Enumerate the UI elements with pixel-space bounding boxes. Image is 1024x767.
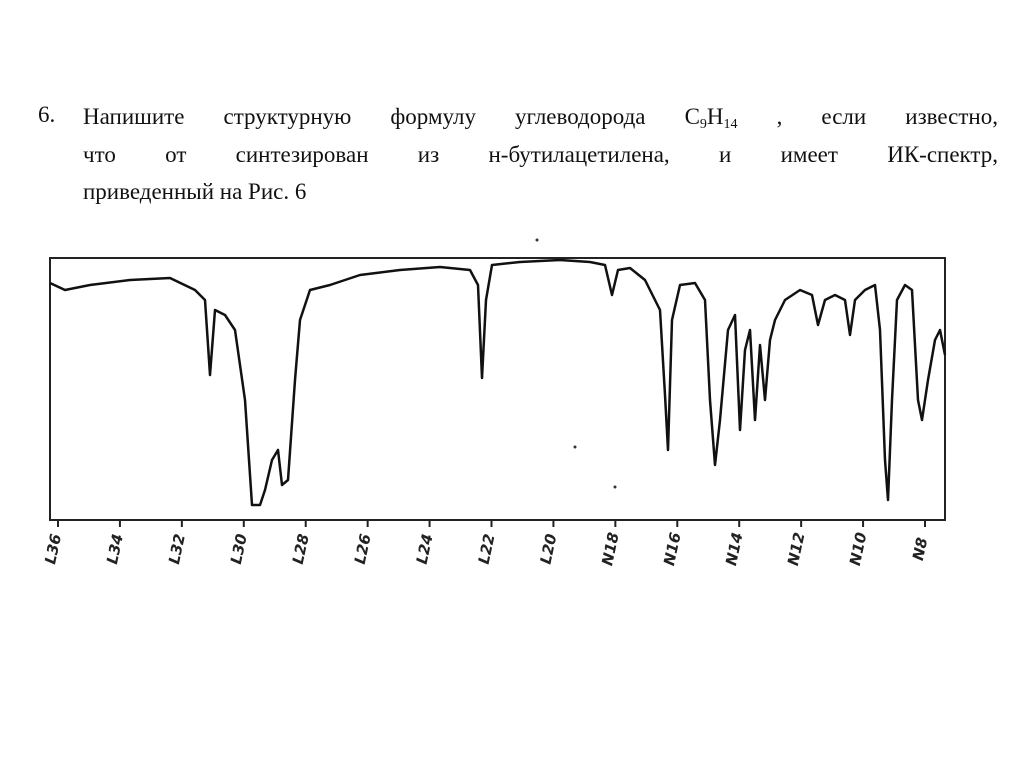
tick-label: L30 xyxy=(227,532,251,566)
text: , если известно, xyxy=(737,104,998,129)
subscript: 9 xyxy=(699,117,707,132)
tick-label: L34 xyxy=(103,532,127,566)
tick-label: N18 xyxy=(598,531,623,567)
tick-label: L20 xyxy=(537,532,561,566)
question-line: Напишите структурную формулу углеводород… xyxy=(83,102,998,140)
speck xyxy=(535,238,539,242)
speck xyxy=(613,485,617,489)
tick-label: L32 xyxy=(165,532,189,566)
tick-label: N8 xyxy=(909,536,931,562)
question-line: приведенный на Рис. 6 xyxy=(83,179,307,204)
subscript: 14 xyxy=(723,117,738,132)
tick-label: L28 xyxy=(289,532,313,566)
tick-label: N10 xyxy=(846,531,871,567)
tick-label: L22 xyxy=(475,532,499,566)
tick-label: L24 xyxy=(413,532,437,566)
tick-label: N14 xyxy=(722,531,747,567)
tick-label: L26 xyxy=(351,532,375,566)
tick-label: L36 xyxy=(41,532,65,566)
spectrum-curve xyxy=(49,258,947,507)
text: H xyxy=(706,104,724,129)
question-number: 6. xyxy=(38,102,56,127)
question-line: что от синтезирован из н-бутилацетилена,… xyxy=(83,142,998,167)
text: Напишите структурную формулу углеводород… xyxy=(83,104,700,129)
spectrum-frame xyxy=(49,257,946,521)
tick-label: N16 xyxy=(660,531,685,567)
tick-label: N12 xyxy=(784,531,809,567)
speck xyxy=(573,445,577,449)
